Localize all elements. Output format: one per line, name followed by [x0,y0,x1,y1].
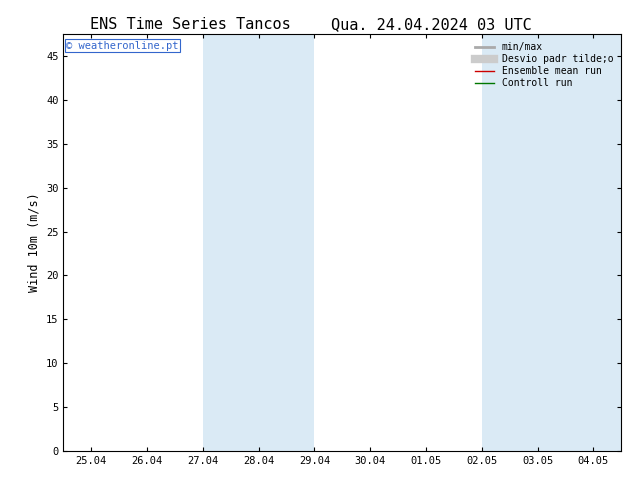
Legend: min/max, Desvio padr tilde;o, Ensemble mean run, Controll run: min/max, Desvio padr tilde;o, Ensemble m… [472,39,616,91]
Text: ENS Time Series Tancos: ENS Time Series Tancos [90,17,290,32]
Text: Qua. 24.04.2024 03 UTC: Qua. 24.04.2024 03 UTC [331,17,531,32]
Bar [203,34,314,451]
Text: © weatheronline.pt: © weatheronline.pt [66,41,179,50]
Bar [482,34,621,451]
Y-axis label: Wind 10m (m/s): Wind 10m (m/s) [27,193,41,293]
